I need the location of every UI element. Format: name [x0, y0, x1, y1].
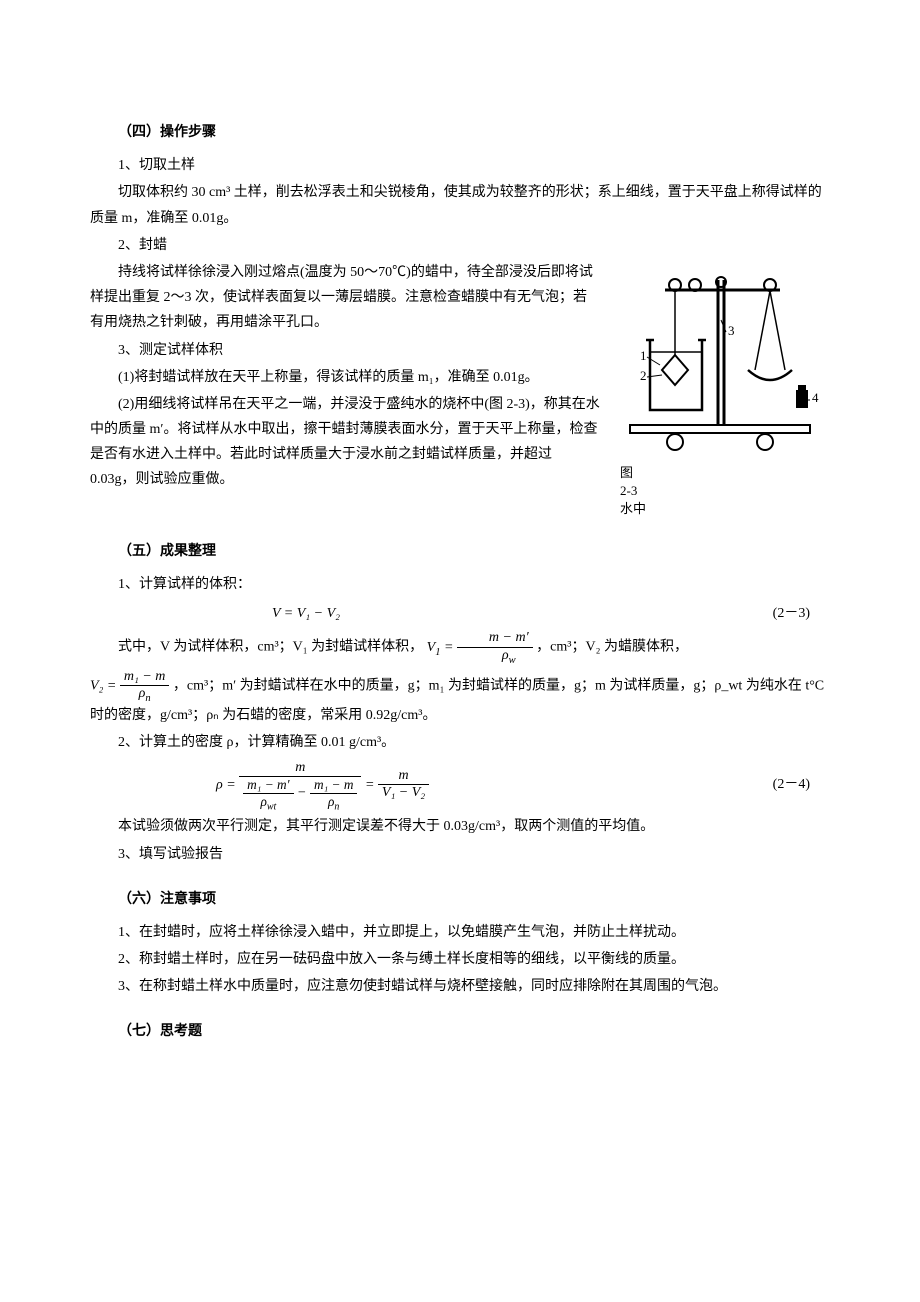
- eq24-b1b-num: m₁ − m: [310, 777, 357, 794]
- eq24-eq: =: [365, 777, 374, 792]
- r1-tail: ，cm³；m′ 为封蜡试样在水中的质量，g；m₁ 为封蜡试样的质量，g；m 为试…: [90, 678, 824, 723]
- figure-2-3: 3 1 2 4 图 2-3 水中: [610, 260, 830, 519]
- eq24-minus: −: [297, 786, 306, 801]
- equation-2-4: ρ = m m₁ − m′ ρwt − m₁ − m ρn = m V₁ − V…: [90, 760, 830, 811]
- step1-body: 切取体积约 30 cm³ 土样，削去松浮表土和尖锐棱角，使其成为较整齐的形状；系…: [90, 180, 830, 230]
- r1-desc-suffix: ，cm³；V₂ 为蜡膜体积，: [536, 640, 688, 655]
- v2-line: V₂ = m₁ − m ρn ，cm³；m′ 为封蜡试样在水中的质量，g；m₁ …: [90, 669, 830, 729]
- note-1: 1、在封蜡时，应将土样徐徐浸入蜡中，并立即提上，以免蜡膜产生气泡，并防止土样扰动…: [90, 920, 830, 945]
- v2-lhs: V₂ =: [90, 678, 116, 693]
- eq24-number: (2－4): [429, 772, 830, 797]
- annot-3: 3: [728, 323, 735, 338]
- result1-title: 1、计算试样的体积：: [90, 572, 830, 597]
- eq24-b1a-num: m₁ − m′: [243, 777, 293, 794]
- section-5-heading: （五）成果整理: [90, 539, 830, 564]
- figure-label-1: 图: [620, 465, 633, 480]
- note-3: 3、在称封蜡土样水中质量时，应注意勿使封蜡试样与烧杯壁接触，同时应排除附在其周围…: [90, 974, 830, 999]
- step2-title: 2、封蜡: [90, 233, 830, 258]
- annot-1: 1: [640, 348, 647, 363]
- result2-title: 2、计算土的密度 ρ，计算精确至 0.01 g/cm³。: [90, 730, 830, 755]
- v1-num: m − m′: [457, 630, 533, 648]
- figure-label-3: 水中: [620, 501, 646, 516]
- eq24-bot2: V₁ − V₂: [378, 785, 429, 802]
- result3-title: 3、填写试验报告: [90, 842, 830, 867]
- annot-2: 2: [640, 368, 647, 383]
- equation-2-3: V = V₁ − V₂ (2－3): [90, 601, 830, 626]
- r1-desc-prefix: 式中，V 为试样体积，cm³；V₁ 为封蜡试样体积，: [118, 640, 423, 655]
- eq24-rho: ρ =: [216, 777, 236, 792]
- apparatus-diagram: 3 1 2 4: [620, 260, 820, 460]
- v2-num: m₁ − m: [120, 669, 170, 687]
- note-2: 2、称封蜡土样时，应在另一砝码盘中放入一条与缚土样长度相等的细线，以平衡线的质量…: [90, 947, 830, 972]
- annot-4: 4: [812, 390, 819, 405]
- figure-label-2: 2-3: [620, 483, 637, 498]
- section-7-heading: （七）思考题: [90, 1019, 830, 1044]
- eq24-top1: m: [239, 760, 361, 778]
- eq23-number: (2－3): [340, 601, 830, 626]
- eq23-body: V = V₁ − V₂: [272, 601, 340, 626]
- result2-tail: 本试验须做两次平行测定，其平行测定误差不得大于 0.03g/cm³，取两个测值的…: [90, 814, 830, 839]
- eq24-top2: m: [378, 768, 429, 786]
- result1-desc: 式中，V 为试样体积，cm³；V₁ 为封蜡试样体积， V1 = m − m′ ρ…: [90, 630, 830, 665]
- section-6-heading: （六）注意事项: [90, 887, 830, 912]
- step1-title: 1、切取土样: [90, 153, 830, 178]
- section-4-heading: （四）操作步骤: [90, 120, 830, 145]
